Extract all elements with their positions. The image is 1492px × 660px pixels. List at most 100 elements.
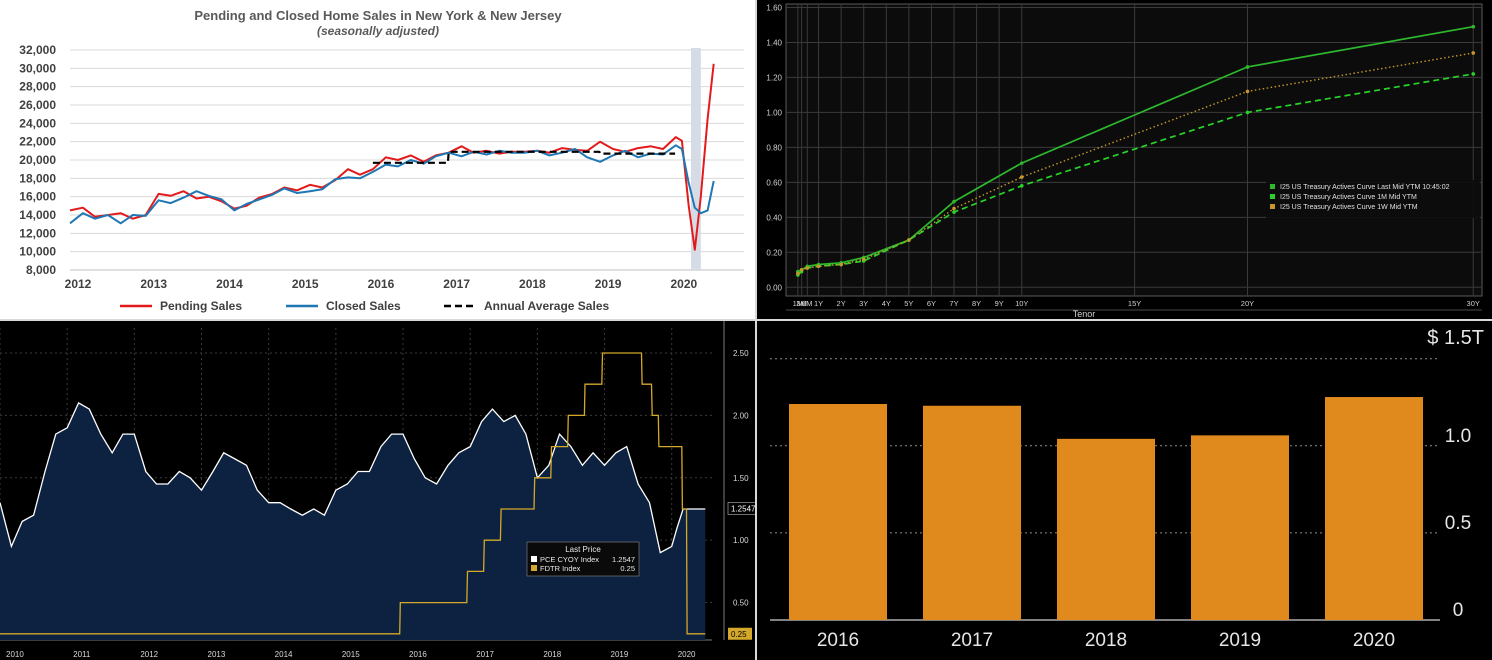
bar-2016 xyxy=(789,404,887,620)
x-tick-label: 20Y xyxy=(1241,299,1254,308)
legend-swatch xyxy=(531,556,537,562)
legend-label: Closed Sales xyxy=(326,299,401,313)
last-price-tag-bg xyxy=(728,627,752,640)
x-tick-label: 2016 xyxy=(368,277,395,291)
x-tick-label: 2015 xyxy=(342,650,360,659)
y-tick-label: 16,000 xyxy=(19,190,56,204)
y-tick-label: 1.20 xyxy=(766,73,782,82)
x-tick-label: 2014 xyxy=(216,277,243,291)
y-tick-label: 2.00 xyxy=(733,411,749,420)
legend-value: 1.2547 xyxy=(612,555,635,564)
x-tick-label: 2018 xyxy=(519,277,546,291)
y-tick-label: 10,000 xyxy=(19,245,56,259)
x-tick-label: 2020 xyxy=(1353,630,1395,651)
data-point xyxy=(839,262,843,267)
y-tick-label: 0.80 xyxy=(766,143,782,152)
y-tick-label: 30,000 xyxy=(19,61,56,75)
legend-label: Annual Average Sales xyxy=(484,299,609,313)
series-line-1 xyxy=(797,73,1474,276)
y-tick-label: 1.50 xyxy=(733,474,749,483)
y-tick-label: 18,000 xyxy=(19,171,56,185)
x-tick-label: 3M xyxy=(796,299,806,308)
x-tick-label: 2017 xyxy=(951,630,993,651)
x-tick-label: 10Y xyxy=(1015,299,1028,308)
legend-box xyxy=(526,541,640,577)
data-point xyxy=(952,210,956,214)
y-tick-label: 2.50 xyxy=(733,349,749,358)
y-tick-label: 1.40 xyxy=(766,38,782,47)
y-tick-label: 20,000 xyxy=(19,153,56,167)
x-tick-label: 2015 xyxy=(292,277,319,291)
legend-label: PCE CYOY Index xyxy=(540,555,599,564)
x-tick-label: 9Y xyxy=(995,299,1004,308)
chart-subtitle: (seasonally adjusted) xyxy=(317,24,439,38)
bar-2018 xyxy=(1057,438,1155,620)
data-point xyxy=(1245,89,1250,94)
x-tick-label: 2020 xyxy=(670,277,697,291)
legend-label: Pending Sales xyxy=(160,299,242,313)
x-tick-label: 2018 xyxy=(543,650,561,659)
x-tick-label: 5Y xyxy=(904,299,913,308)
x-tick-label: 2012 xyxy=(65,277,92,291)
data-point xyxy=(805,266,810,270)
y-tick-label: 14,000 xyxy=(19,208,56,222)
data-point xyxy=(952,199,956,204)
data-point xyxy=(1471,72,1476,76)
treasury-curve-chart: 0.00 0.20 0.40 0.60 0.80 1.00 1.20 1.40 1.60 1M3M… xyxy=(766,3,1483,319)
series-line-1 xyxy=(69,144,715,225)
legend-title: Last Price xyxy=(565,545,601,554)
y-tick-label: 0.50 xyxy=(733,599,749,608)
data-point xyxy=(1245,65,1250,69)
y-tick-label: 0.5 xyxy=(1445,513,1471,534)
legend-swatch xyxy=(1270,194,1275,199)
data-point xyxy=(816,264,821,269)
x-tick-label: 6Y xyxy=(927,299,936,308)
y-tick-label: 1.00 xyxy=(766,108,782,117)
legend-box xyxy=(1266,180,1480,218)
fdtr-line xyxy=(0,352,706,635)
last-price-tag: 0.25 xyxy=(731,630,747,639)
legend-swatch xyxy=(531,565,537,571)
bar-2019 xyxy=(1191,435,1289,620)
y-tick-label: 26,000 xyxy=(19,98,56,112)
x-tick-label: 2019 xyxy=(611,650,629,659)
data-point xyxy=(1019,161,1024,165)
data-point xyxy=(796,271,800,276)
unit-label: $ 1.5T xyxy=(1427,327,1484,349)
y-tick-label: 0.40 xyxy=(766,213,782,222)
legend-label: I25 US Treasury Actives Curve 1W Mid YTM xyxy=(1280,204,1418,211)
data-point xyxy=(1471,51,1476,55)
x-tick-label: 1Y xyxy=(814,299,823,308)
y-tick-label: 32,000 xyxy=(19,43,56,57)
annual-bar-chart-panel: $ 1.5T 0 0.5 1.0 2016 2017 2018 2019 2020 xyxy=(756,320,1492,660)
data-point xyxy=(861,257,866,262)
x-tick-label: 4Y xyxy=(882,299,891,308)
legend-label: I25 US Treasury Actives Curve Last Mid Y… xyxy=(1280,184,1450,191)
legend-swatch xyxy=(1270,204,1275,209)
home-sales-chart-panel: Pending and Closed Home Sales in New Yor… xyxy=(0,0,756,320)
data-point xyxy=(1019,175,1024,179)
legend-label: I25 US Treasury Actives Curve 1M Mid YTM xyxy=(1280,194,1417,201)
data-point xyxy=(1019,184,1024,188)
data-point xyxy=(1245,110,1250,115)
data-point xyxy=(1471,24,1476,29)
home-sales-chart: Pending and Closed Home Sales in New Yor… xyxy=(19,8,744,313)
x-tick-label: 7Y xyxy=(949,299,958,308)
y-tick-label: 8,000 xyxy=(26,263,56,277)
x-tick-label: 2014 xyxy=(275,650,293,659)
y-tick-label: 0 xyxy=(1453,600,1464,621)
y-tick-label: 1.60 xyxy=(766,3,782,12)
x-axis-title: Tenor xyxy=(1073,309,1096,319)
x-tick-label: 2017 xyxy=(476,650,494,659)
data-point xyxy=(799,267,804,272)
y-tick-label: 22,000 xyxy=(19,135,56,149)
y-tick-label: 0.60 xyxy=(766,178,782,187)
y-tick-label: 28,000 xyxy=(19,80,56,94)
x-tick-label: 2016 xyxy=(409,650,427,659)
legend-value: 0.25 xyxy=(620,564,635,573)
chart-title: Pending and Closed Home Sales in New Yor… xyxy=(194,8,562,23)
legend-label: FDTR Index xyxy=(540,564,581,573)
y-tick-label: 12,000 xyxy=(19,226,56,240)
legend-swatch xyxy=(1270,184,1275,189)
x-tick-label: 2012 xyxy=(140,650,158,659)
